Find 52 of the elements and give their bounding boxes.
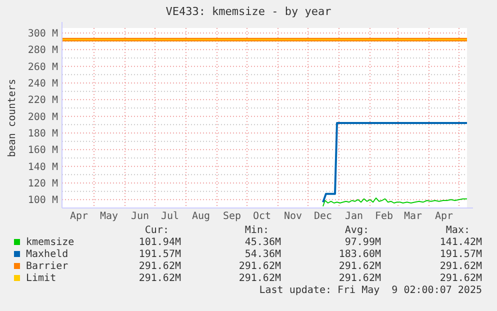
text: Min: xyxy=(244,225,269,236)
x-tick-label: Jul xyxy=(160,211,180,222)
y-tick-label: 300 M xyxy=(28,28,58,40)
chart-title: VE433: kmemsize - by year xyxy=(166,5,332,18)
x-tick-label: Feb xyxy=(374,211,394,222)
text: 291.62M xyxy=(440,273,482,284)
text: 291.62M xyxy=(138,261,181,272)
text: Cur: xyxy=(144,225,169,236)
x-tick-label: Sep xyxy=(222,211,242,222)
text: 97.99M xyxy=(344,237,381,248)
text: 291.62M xyxy=(440,261,482,272)
x-tick-label: Aug xyxy=(192,211,210,222)
legend-label: kmemsize xyxy=(26,237,74,248)
text: Max: xyxy=(446,225,470,236)
y-tick-label: 120 M xyxy=(28,178,58,190)
x-tick-label: Dec xyxy=(314,211,332,222)
y-tick-label: 280 M xyxy=(28,45,58,56)
legend-label: Barrier xyxy=(26,261,68,272)
text: 291.62M xyxy=(238,261,281,272)
text: 291.62M xyxy=(338,261,381,272)
x-tick-label: Jun xyxy=(130,211,150,222)
y-tick-label: 160 M xyxy=(28,145,58,156)
text: 191.57M xyxy=(440,249,482,260)
text: 191.57M xyxy=(138,249,181,260)
x-tick-label: Nov xyxy=(284,211,302,222)
text: 291.62M xyxy=(138,273,181,284)
x-tick-label: Apr xyxy=(434,211,454,222)
text: 101.94M xyxy=(138,237,181,248)
y-tick-label: 260 M xyxy=(28,62,58,73)
legend-label: Maxheld xyxy=(26,249,68,260)
y-tick-label: 220 M xyxy=(28,95,58,106)
y-tick-label: 140 M xyxy=(28,162,58,173)
legend-label: Limit xyxy=(26,273,56,284)
x-tick-label: Jan xyxy=(344,211,364,222)
text: 45.36M xyxy=(244,237,281,248)
x-tick-label: Mar xyxy=(404,211,422,222)
x-tick-label: Oct xyxy=(252,211,272,222)
y-tick-label: 100 M xyxy=(28,195,58,206)
text: 141.42M xyxy=(440,237,482,248)
y-axis-title: bean counters xyxy=(7,78,18,158)
x-tick-label: May xyxy=(100,211,118,222)
x-tick-label: Apr xyxy=(70,211,88,222)
text: Avg: xyxy=(344,225,369,236)
text: 54.36M xyxy=(244,249,281,260)
text: 291.62M xyxy=(338,273,381,284)
text: 291.62M xyxy=(238,273,281,284)
y-tick-label: 200 M xyxy=(28,112,58,123)
y-tick-label: 240 M xyxy=(28,78,58,90)
text: 183.60M xyxy=(338,249,381,260)
y-tick-label: 180 M xyxy=(28,128,58,140)
line-series xyxy=(322,198,468,207)
text: Last update: Fri May 9 02:00:07 2025 xyxy=(259,285,482,296)
